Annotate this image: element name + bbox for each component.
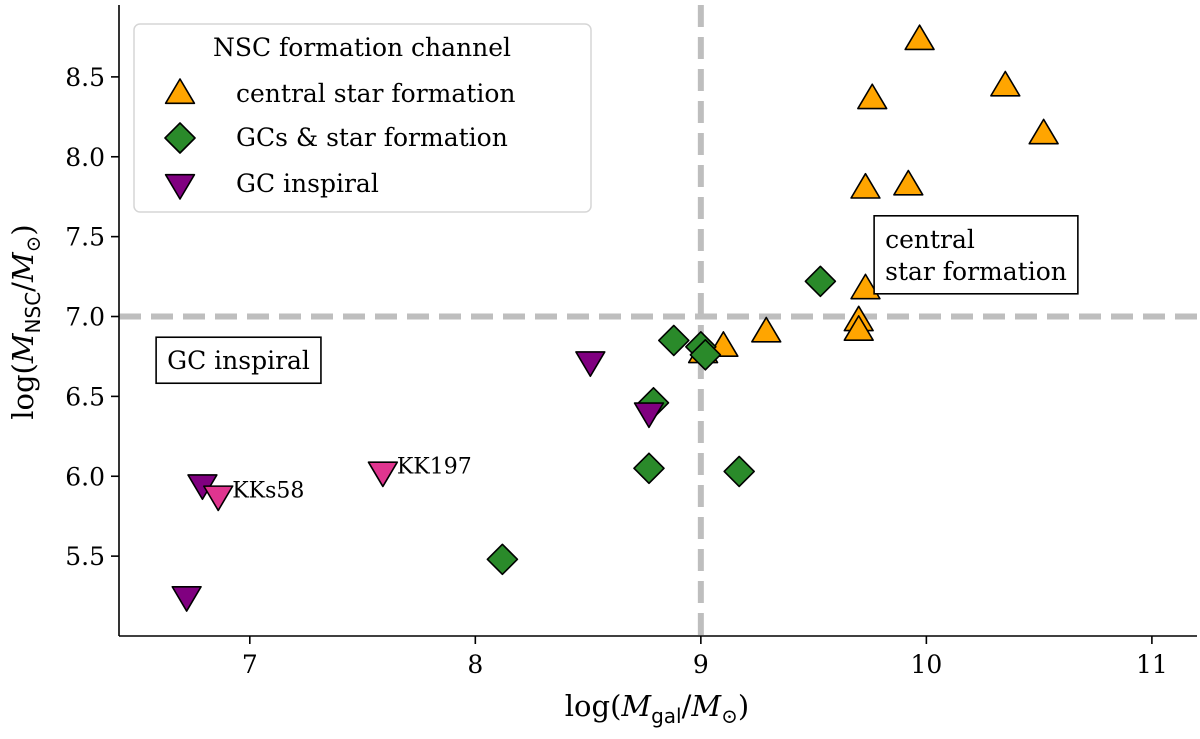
- data-point-gcs-star-formation: [657, 324, 690, 357]
- point-labels: KKs58 KK197: [232, 454, 472, 503]
- y-tick-label: 7.5: [65, 223, 105, 252]
- axes: [118, 5, 1197, 637]
- annotation-text: central: [885, 225, 975, 254]
- y-tick-label: 8.5: [65, 63, 105, 92]
- legend-markers: [164, 78, 196, 200]
- data-point-gc-inspiral: [171, 585, 202, 612]
- y-tick-label: 6.0: [65, 462, 105, 491]
- annotation-text: star formation: [885, 257, 1067, 286]
- data-point-central-star-formation: [751, 316, 782, 343]
- annotation-gc-inspiral: GC inspiral: [155, 336, 322, 385]
- data-point-central-star-formation: [843, 315, 874, 341]
- y-axis-title: log(MNSC/M⊙): [6, 224, 45, 420]
- x-ticks: 7 8 9 10 11: [242, 636, 1168, 679]
- annotation-frame: [155, 336, 322, 385]
- data-point-gcs-star-formation: [689, 339, 722, 371]
- x-tick-label: 11: [1136, 650, 1168, 679]
- data-point-central-star-formation: [857, 83, 888, 110]
- annotation-frame: [873, 215, 1079, 295]
- data-point-gcs-star-formation: [804, 265, 837, 298]
- data-point-central-star-formation: [893, 169, 924, 196]
- data-point-gc-inspiral: [633, 402, 665, 429]
- legend-entry-gc-inspiral: GC inspiral: [236, 169, 379, 198]
- data-point-central-star-formation: [904, 24, 935, 51]
- data-point-central-star-formation: [850, 273, 881, 300]
- x-tick-label: 9: [693, 650, 709, 679]
- legend-marker-gc-inspiral: [164, 173, 196, 200]
- data-point-gcs-star-formation: [723, 455, 755, 488]
- y-tick-label: 5.5: [65, 542, 105, 571]
- y-tick-label: 7.0: [65, 303, 105, 332]
- reference-lines: [119, 5, 1197, 636]
- legend-entry-central-star-formation: central star formation: [236, 79, 515, 108]
- data-point-gcs-star-formation: [486, 543, 519, 576]
- data-point-central-star-formation: [990, 70, 1021, 97]
- x-tick-label: 8: [467, 650, 483, 679]
- point-label-kks58: KKs58: [232, 478, 304, 503]
- x-tick-label: 7: [242, 650, 258, 679]
- data-point-gcs-star-formation: [633, 452, 665, 485]
- y-ticks: 5.5 6.0 6.5 7.0 7.5 8.0 8.5: [65, 63, 119, 571]
- y-tick-label: 8.0: [65, 143, 105, 172]
- legend-title: NSC formation channel: [213, 33, 511, 62]
- annotation-text: GC inspiral: [167, 346, 310, 375]
- legend: NSC formation channel central star forma…: [133, 23, 592, 213]
- data-point-gc-inspiral-labelled: [203, 485, 234, 512]
- data-point-gc-inspiral: [575, 351, 606, 378]
- data-point-central-star-formation: [1028, 118, 1059, 145]
- data-point-central-star-formation: [850, 172, 881, 199]
- point-label-kk197: KK197: [397, 454, 472, 479]
- legend-marker-gcs-star-formation: [164, 122, 196, 154]
- annotation-boxes: central star formation GC inspiral: [155, 215, 1079, 385]
- annotation-central-star-formation: central star formation: [873, 215, 1079, 295]
- legend-marker-central-star-formation: [164, 78, 196, 105]
- x-axis-title: log(Mgal/M⊙): [565, 689, 749, 728]
- y-tick-label: 6.5: [65, 382, 105, 411]
- data-points: [171, 24, 1059, 612]
- x-tick-label: 10: [910, 650, 942, 679]
- legend-frame: [133, 23, 592, 213]
- legend-entry-gcs-star-formation: GCs & star formation: [236, 123, 508, 152]
- data-point-gc-inspiral-labelled: [367, 461, 399, 488]
